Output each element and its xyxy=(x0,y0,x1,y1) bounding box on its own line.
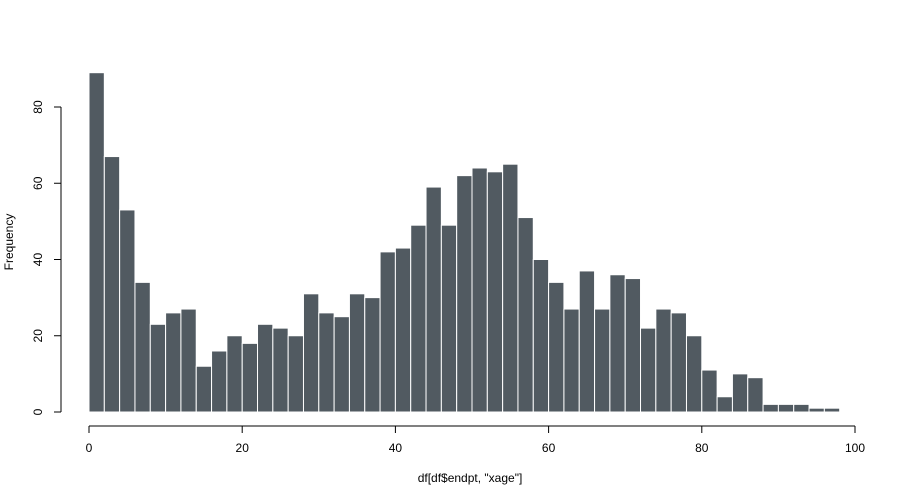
x-tick-label: 40 xyxy=(389,441,403,455)
x-axis: 0 20 40 60 80 100 xyxy=(86,425,865,455)
histogram-bar xyxy=(716,396,733,413)
histogram-bar xyxy=(103,156,121,413)
histogram-bar xyxy=(226,335,243,413)
histogram-bar xyxy=(119,209,136,413)
histogram-bar xyxy=(685,335,703,413)
y-tick-label: 80 xyxy=(31,100,45,114)
x-tick-label: 0 xyxy=(86,441,93,455)
histogram-bar xyxy=(410,224,427,413)
x-tick-label: 20 xyxy=(236,441,250,455)
y-tick-label: 20 xyxy=(31,329,45,343)
y-tick-label: 0 xyxy=(31,408,45,415)
histogram-bar xyxy=(180,308,197,413)
histogram-bar xyxy=(333,316,350,413)
histogram-bar xyxy=(823,407,841,413)
histogram-bar xyxy=(517,217,534,413)
histogram-bar xyxy=(471,167,488,413)
histogram-bar xyxy=(502,163,519,413)
histogram-bar xyxy=(318,312,335,413)
histogram-bar xyxy=(655,308,672,413)
histogram-bar xyxy=(348,293,366,413)
histogram-bar xyxy=(134,281,151,413)
histogram-bar xyxy=(440,224,458,413)
histogram-bar xyxy=(563,308,580,413)
x-tick-label: 100 xyxy=(845,441,865,455)
histogram-bar xyxy=(594,308,611,413)
histogram-bar xyxy=(394,247,412,413)
histogram-bar xyxy=(88,72,105,413)
histogram-bar xyxy=(241,342,259,413)
histogram-bar xyxy=(670,312,687,413)
histogram-bar xyxy=(302,293,320,413)
histogram-bar xyxy=(165,312,182,413)
x-axis-label: df[df$endpt, "xage"] xyxy=(418,471,523,485)
histogram-bar xyxy=(777,403,795,413)
histogram-bar xyxy=(425,186,442,413)
x-tick-label: 60 xyxy=(542,441,556,455)
histogram-bar xyxy=(609,274,626,413)
histogram-bar xyxy=(701,369,718,413)
histogram-bar xyxy=(793,403,810,413)
histogram-bar xyxy=(762,403,779,413)
histogram-bar xyxy=(257,323,274,413)
histogram-bar xyxy=(532,259,550,413)
y-tick-label: 60 xyxy=(31,176,45,190)
histogram-bar xyxy=(640,327,657,413)
y-tick-label: 40 xyxy=(31,253,45,267)
histogram-bar xyxy=(211,350,228,413)
histogram-bar xyxy=(272,327,289,413)
histogram-bar xyxy=(548,281,565,413)
histogram-bar xyxy=(486,171,504,413)
histogram-bar xyxy=(747,377,764,413)
bars-group xyxy=(88,72,841,413)
x-tick-label: 80 xyxy=(695,441,709,455)
histogram-bar xyxy=(578,270,596,413)
histogram-bar xyxy=(149,323,167,413)
y-axis: 0 20 40 60 80 xyxy=(31,100,62,415)
histogram-bar xyxy=(808,407,825,413)
histogram-bar xyxy=(195,365,213,413)
histogram-bar xyxy=(379,251,396,413)
histogram-bar xyxy=(364,297,381,413)
histogram-bar xyxy=(456,175,473,413)
histogram-bar xyxy=(731,373,749,413)
y-axis-label: Frequency xyxy=(2,214,16,271)
histogram-bar xyxy=(287,335,304,413)
histogram-bar xyxy=(624,278,642,413)
